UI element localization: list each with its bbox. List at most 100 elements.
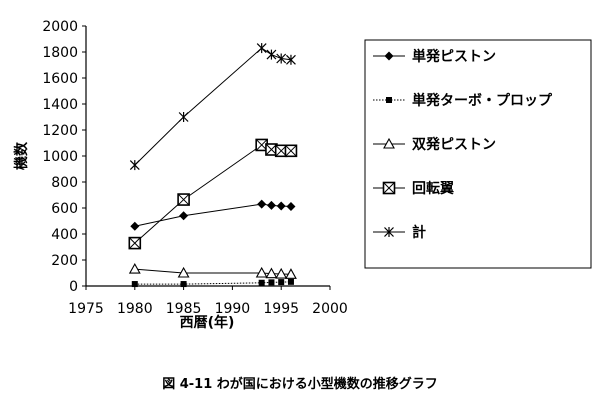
data-point — [130, 221, 140, 231]
box-marker-cross — [383, 182, 395, 194]
triangle-marker-shape — [128, 262, 141, 274]
data-point — [266, 49, 277, 60]
box-marker-cross — [128, 237, 141, 249]
y-tick-label: 600 — [51, 201, 78, 217]
x-tick-label: 1980 — [117, 301, 153, 317]
data-point — [255, 266, 268, 278]
y-tick-label: 1800 — [42, 45, 78, 61]
diamond-marker-shape — [384, 51, 394, 61]
data-point — [287, 278, 294, 285]
series-line-2 — [134, 281, 292, 285]
x-axis-title: 西暦(年) — [180, 314, 235, 331]
square-marker-shape — [386, 97, 392, 103]
plot-area: 0 200 400 600 800 1000 1200 1400 1600 1800 2000 19… — [13, 19, 348, 331]
square-marker-shape — [278, 279, 285, 286]
square-marker-shape — [258, 279, 265, 286]
legend-item: 回転翼 — [373, 180, 454, 197]
legend-item: 双発ピストン — [373, 136, 496, 153]
triangle-marker-shape — [285, 268, 297, 279]
data-point — [128, 236, 142, 250]
x-tick-label: 1995 — [263, 301, 299, 317]
y-tick-label: 1600 — [42, 71, 78, 87]
legend-item: 単発ピストン — [373, 48, 496, 65]
y-tick-label: 200 — [51, 253, 78, 269]
triangle-marker-shape — [255, 266, 268, 278]
legend-item: 単発ターボ・プロップ — [373, 92, 553, 109]
data-point — [178, 112, 189, 122]
series-markers — [128, 43, 298, 288]
y-tick-label: 1400 — [42, 97, 78, 113]
square-marker-shape — [287, 278, 294, 285]
y-axis-title: 機数 — [13, 141, 30, 170]
data-point — [276, 201, 286, 211]
legend-label: 回転翼 — [412, 180, 454, 197]
data-point — [256, 43, 267, 54]
y-tick-label: 800 — [51, 175, 78, 191]
box-marker-cross — [177, 193, 190, 206]
y-tick-label: 400 — [51, 227, 78, 243]
diamond-marker-shape — [286, 201, 296, 211]
data-point — [128, 262, 141, 274]
box-marker-cross — [285, 144, 297, 157]
data-point — [285, 268, 297, 279]
diamond-marker-shape — [257, 199, 267, 209]
data-point — [268, 279, 275, 286]
series-line-3 — [134, 268, 292, 275]
series-line-4 — [134, 144, 291, 244]
triangle-marker-shape — [383, 137, 395, 149]
series-line-5 — [134, 47, 292, 166]
y-tick-label: 1000 — [42, 149, 78, 165]
square-marker-shape — [131, 281, 138, 288]
diamond-marker-shape — [276, 201, 286, 211]
y-tick-label: 2000 — [42, 19, 78, 35]
data-point — [286, 54, 296, 65]
legend-marker — [386, 97, 392, 103]
data-point — [179, 211, 189, 221]
y-axis-ticks: 0 200 400 600 800 1000 1200 1400 1600 1800 2000 — [42, 19, 86, 295]
x-tick-label: 1990 — [215, 301, 251, 317]
square-marker-shape — [268, 279, 275, 286]
data-point — [257, 199, 267, 209]
series-lines — [134, 47, 292, 285]
series-line-1 — [134, 203, 292, 227]
legend-label: 単発ピストン — [412, 48, 496, 65]
data-point — [286, 201, 296, 211]
y-tick-label: 0 — [69, 279, 78, 295]
data-point — [266, 200, 276, 210]
legend-marker — [383, 137, 395, 149]
legend-marker — [384, 227, 394, 237]
figure-caption: 図 4-11 わが国における小型機数の推移グラフ — [162, 377, 438, 392]
data-point — [131, 281, 138, 288]
data-point — [278, 279, 285, 286]
square-marker-shape — [180, 281, 187, 288]
diamond-marker-shape — [266, 200, 276, 210]
data-point — [265, 267, 278, 279]
data-point — [258, 279, 265, 286]
data-point — [180, 281, 187, 288]
box-marker-cross — [255, 139, 268, 151]
diamond-marker-shape — [130, 221, 140, 231]
data-point — [276, 53, 287, 64]
diamond-marker-shape — [179, 211, 189, 221]
data-point — [177, 266, 190, 278]
x-tick-label: 1985 — [166, 301, 202, 317]
legend-marker — [384, 51, 394, 61]
data-point — [129, 160, 140, 171]
triangle-marker-shape — [275, 267, 288, 279]
x-tick-label: 1975 — [68, 301, 104, 317]
y-tick-label: 1200 — [42, 123, 78, 139]
legend-marker — [382, 181, 396, 195]
legend-label: 単発ターボ・プロップ — [412, 92, 553, 109]
triangle-marker-shape — [265, 267, 278, 279]
data-point — [284, 144, 298, 158]
legend-label: 双発ピストン — [412, 136, 496, 153]
x-axis-ticks: 1975 1980 1985 1990 1995 2000 — [68, 286, 348, 317]
legend-label: 計 — [412, 224, 426, 241]
legend-item: 計 — [373, 224, 426, 241]
triangle-marker-shape — [177, 266, 190, 278]
x-tick-label: 2000 — [312, 301, 348, 317]
data-point — [177, 193, 190, 206]
